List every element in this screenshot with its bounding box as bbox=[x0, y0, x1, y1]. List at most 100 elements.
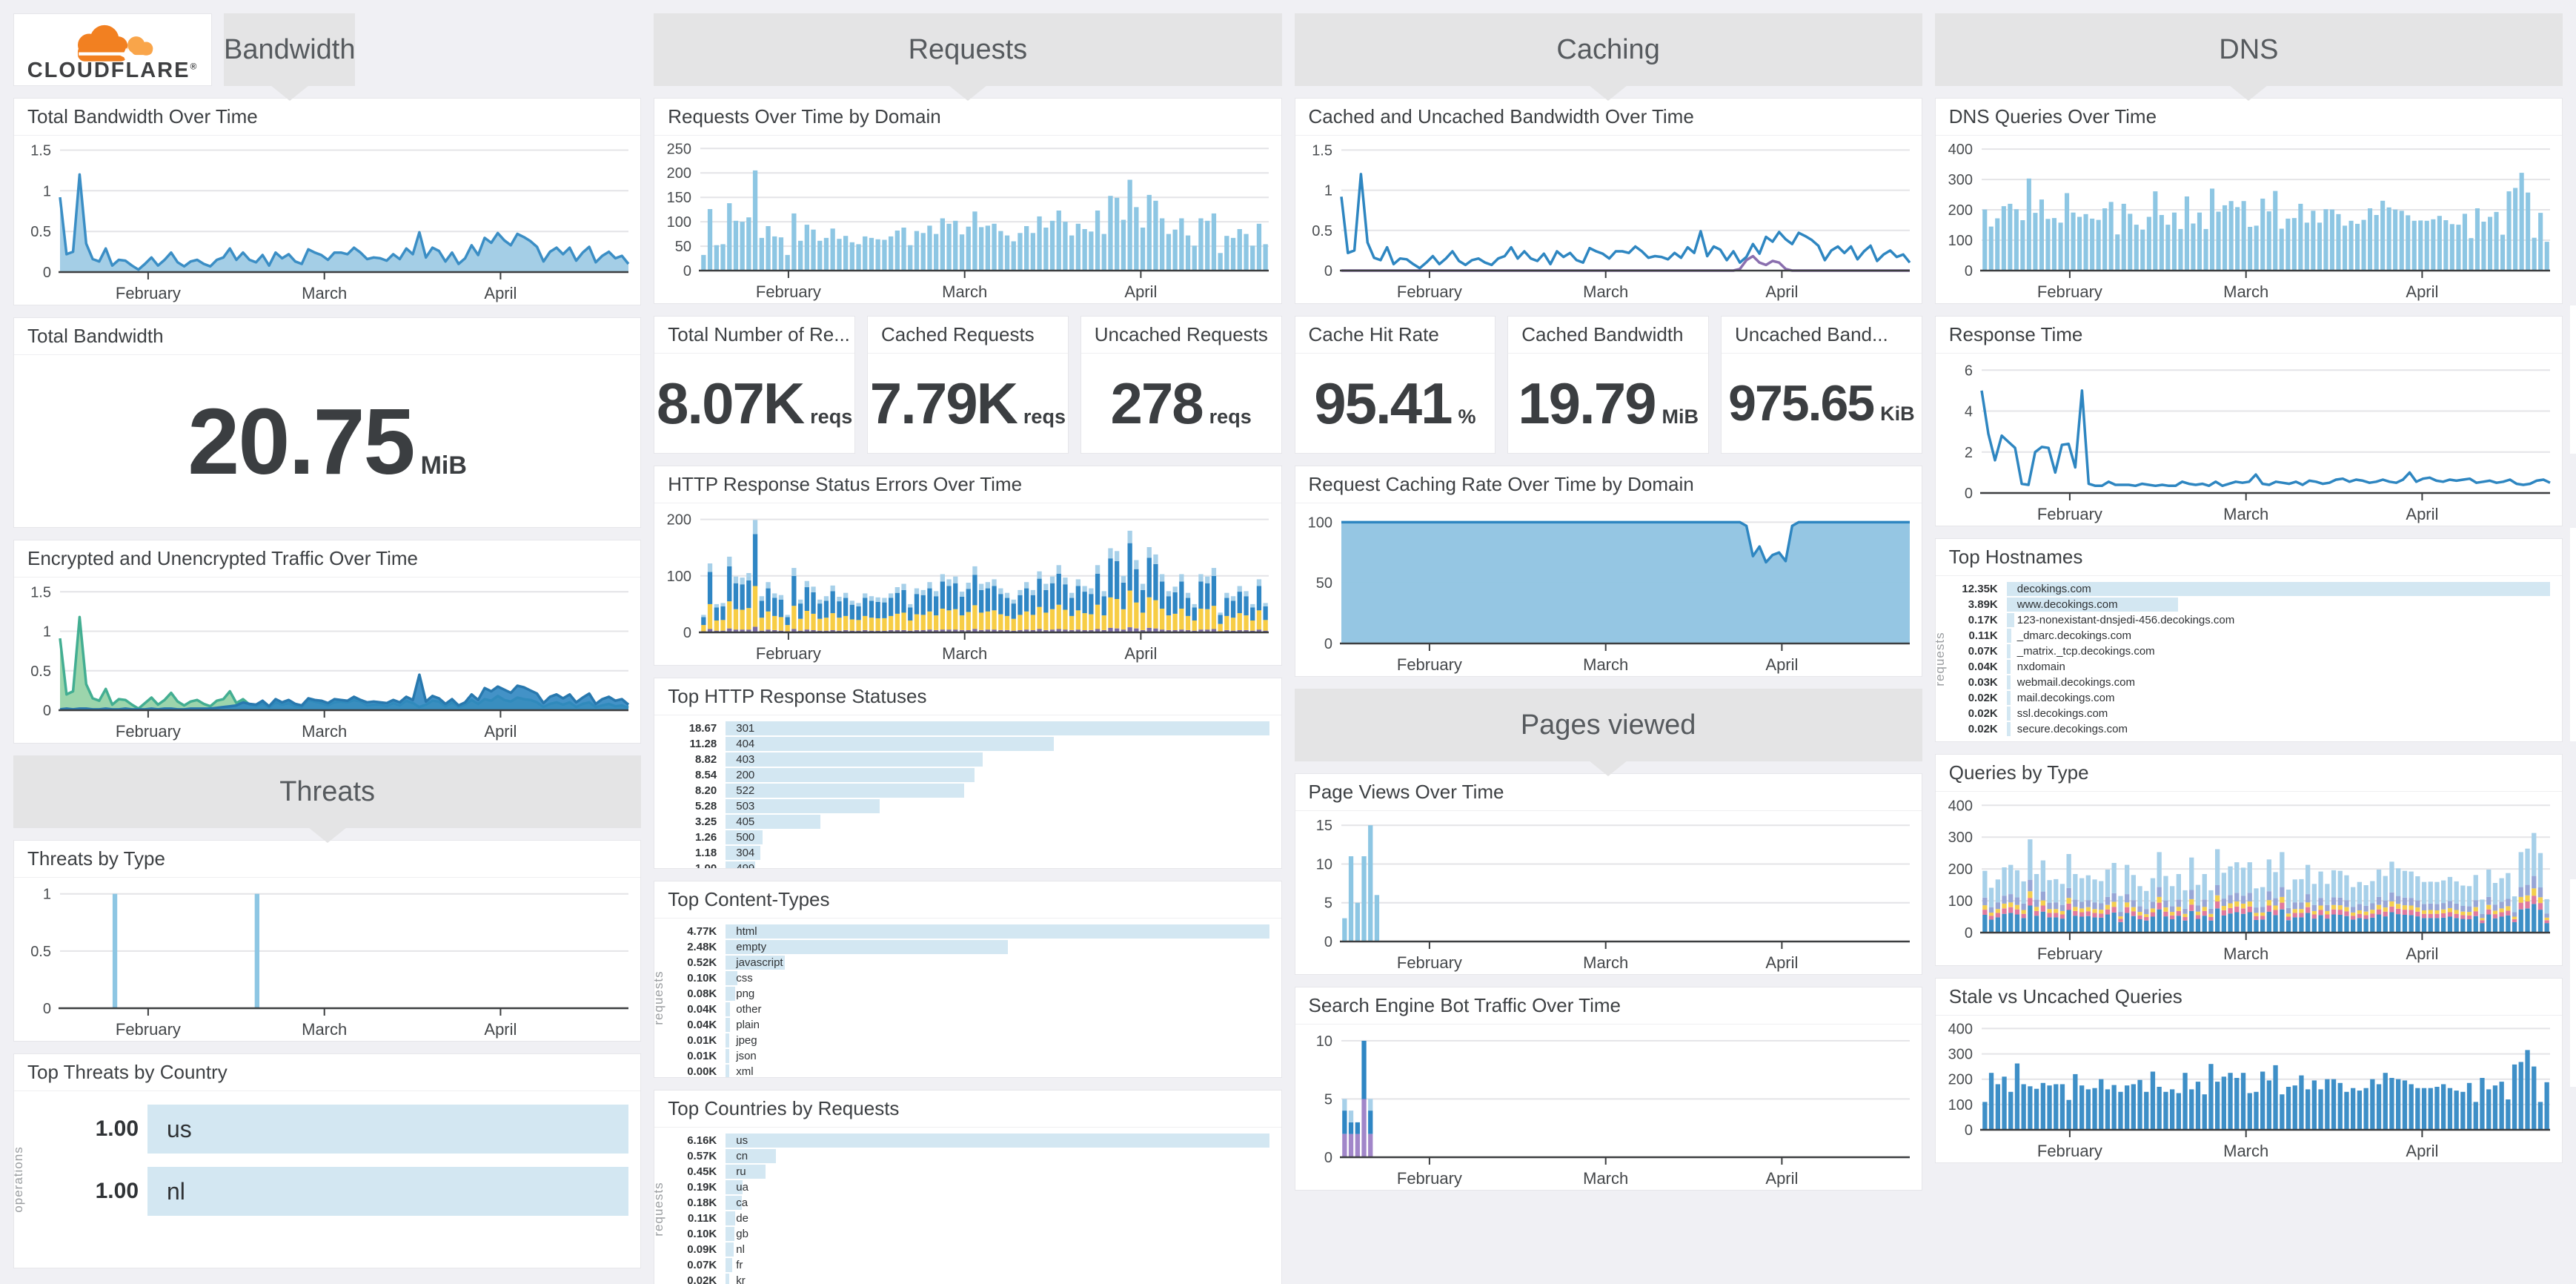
column-caching: Caching Cached and Uncached Bandwidth Ov… bbox=[1294, 13, 1922, 1271]
list-item-value: 0.09K bbox=[687, 1243, 717, 1256]
list-item-bar: _dmarc.decokings.com bbox=[2006, 629, 2550, 643]
panel-top-threats-by-country: Top Threats by Country operations 1.00 us… bbox=[13, 1053, 642, 1268]
requests-stat-cards: Total Number of Re... 8.07K reqs Cached R… bbox=[654, 316, 1282, 454]
list-item-label: cn bbox=[736, 1150, 748, 1162]
svg-text:March: March bbox=[302, 284, 347, 302]
y-axis-label: requests bbox=[654, 970, 666, 1025]
list-item-label: secure.decokings.com bbox=[2016, 723, 2128, 735]
list-item: 3.89K www.decokings.com bbox=[1943, 598, 2550, 612]
svg-text:March: March bbox=[1583, 655, 1628, 674]
list-item-bar: ru bbox=[726, 1165, 1269, 1179]
stat-card-cached-bandwidth: Cached Bandwidth 19.79 MiB bbox=[1507, 316, 1709, 454]
section-header-bandwidth[interactable]: Bandwidth bbox=[224, 13, 356, 86]
list-item: 1.26 500 bbox=[662, 830, 1269, 844]
svg-text:6: 6 bbox=[1965, 363, 1973, 379]
svg-text:April: April bbox=[1125, 644, 1158, 663]
list-item-bar: json bbox=[726, 1049, 1269, 1063]
list-item: 0.09K nl bbox=[662, 1242, 1269, 1257]
svg-text:April: April bbox=[1765, 655, 1798, 674]
list-item: 0.57K cn bbox=[662, 1149, 1269, 1163]
section-header-pages-viewed[interactable]: Pages viewed bbox=[1294, 689, 1922, 761]
list-item-label: 403 bbox=[736, 753, 755, 766]
svg-text:April: April bbox=[2406, 505, 2438, 523]
svg-text:April: April bbox=[484, 1020, 517, 1039]
panel-title: Requests Over Time by Domain bbox=[654, 99, 1281, 136]
list-item-value: 1.00 bbox=[95, 1116, 139, 1141]
list-item-bar: jpeg bbox=[726, 1033, 1269, 1048]
list-item: 1.00 us bbox=[36, 1105, 629, 1154]
stat-unit: reqs bbox=[810, 405, 853, 428]
list-item-bar: cn bbox=[726, 1149, 1269, 1163]
list-item-bar: png bbox=[726, 987, 1269, 1001]
svg-text:0: 0 bbox=[1324, 934, 1332, 950]
list-item: 18.67 301 bbox=[662, 721, 1269, 735]
svg-text:1.5: 1.5 bbox=[30, 143, 51, 159]
svg-text:0: 0 bbox=[43, 1001, 51, 1017]
list-item-label: _dmarc.decokings.com bbox=[2016, 629, 2131, 642]
section-header-requests[interactable]: Requests bbox=[654, 13, 1282, 86]
svg-text:0: 0 bbox=[683, 263, 691, 279]
list-item-value: 2.48K bbox=[687, 941, 717, 953]
panel-title: DNS Queries Over Time bbox=[1935, 99, 2562, 136]
svg-text:400: 400 bbox=[1948, 1021, 1972, 1037]
column-requests: Requests Requests Over Time by Domain 0 5… bbox=[654, 13, 1282, 1284]
list-item-label: css bbox=[736, 972, 753, 984]
requests-over-time-bar-chart: 0 50 100 150 200 250 February March April bbox=[654, 136, 1281, 303]
list-item-value: 0.10K bbox=[687, 972, 717, 984]
cloudflare-wordmark: CLOUDFLARE® bbox=[27, 58, 199, 82]
svg-text:February: February bbox=[756, 644, 821, 663]
list-item-value: 1.00 bbox=[95, 1179, 139, 1203]
section-header-threats[interactable]: Threats bbox=[13, 755, 642, 828]
status-rows: 18.67 301 11.28 404 8.82 403 8.54 200 8.20 522 5.2… bbox=[662, 721, 1269, 868]
list-item: 0.18K ca bbox=[662, 1196, 1269, 1210]
list-item-value: 0.52K bbox=[687, 956, 717, 969]
list-item-bar: 503 bbox=[726, 799, 1269, 813]
section-header-caching[interactable]: Caching bbox=[1294, 13, 1922, 86]
list-item-value: 3.89K bbox=[1968, 598, 1998, 611]
list-item-bar: other bbox=[726, 1002, 1269, 1016]
svg-text:March: March bbox=[302, 1020, 347, 1039]
panel-title: Response Time bbox=[1935, 317, 2562, 354]
svg-text:100: 100 bbox=[1948, 1097, 1972, 1113]
stat-value: 7.79K bbox=[869, 370, 1018, 436]
svg-text:0: 0 bbox=[1965, 486, 1973, 502]
list-item-value: 0.11K bbox=[688, 1212, 717, 1225]
offscreen-panel-sliver bbox=[2570, 879, 2576, 1087]
section-header-dns[interactable]: DNS bbox=[1934, 13, 2563, 86]
panel-total-bandwidth-over-time: Total Bandwidth Over Time 0 0.5 1 1.5 Februa… bbox=[13, 98, 642, 305]
list-item-bar: kr bbox=[726, 1274, 1269, 1284]
panel-page-views: Page Views Over Time 0 5 10 15 February March… bbox=[1294, 773, 1922, 975]
list-item-value: 0.19K bbox=[687, 1181, 717, 1194]
list-item: 0.02K kr bbox=[662, 1274, 1269, 1284]
offscreen-panel-sliver bbox=[2570, 305, 2576, 454]
svg-text:4: 4 bbox=[1965, 404, 1973, 420]
panel-title: Queries by Type bbox=[1935, 755, 2562, 792]
panel-requests-over-time: Requests Over Time by Domain 0 50 100 150 20… bbox=[654, 98, 1282, 304]
svg-text:250: 250 bbox=[667, 141, 691, 157]
stat-unit: % bbox=[1458, 405, 1476, 428]
list-item-label: ua bbox=[736, 1181, 748, 1194]
list-item-bar: nl bbox=[147, 1167, 629, 1216]
svg-text:March: March bbox=[2223, 505, 2268, 523]
panel-top-http-statuses: Top HTTP Response Statuses 18.67 301 11.28… bbox=[654, 678, 1282, 869]
svg-text:February: February bbox=[2037, 944, 2102, 963]
list-item-label: 503 bbox=[736, 800, 755, 813]
stat-card-cached-requests: Cached Requests 7.79K reqs bbox=[867, 316, 1069, 454]
list-item-label: 301 bbox=[736, 722, 755, 735]
list-item: 6.16K us bbox=[662, 1134, 1269, 1148]
stat-unit: KiB bbox=[1880, 403, 1915, 425]
stat-value: 20.75 bbox=[187, 388, 415, 494]
y-axis-label: operations bbox=[13, 1146, 25, 1213]
list-item-label: javascript bbox=[736, 956, 783, 969]
stat-value: 95.41 bbox=[1314, 370, 1453, 436]
top-content-types-list: requests 4.77K html 2.48K empty 0.52K javascr… bbox=[654, 919, 1281, 1077]
list-item: 3.25 405 bbox=[662, 815, 1269, 829]
svg-text:0: 0 bbox=[1965, 263, 1973, 279]
list-item-value: 0.11K bbox=[1968, 629, 1998, 642]
svg-text:February: February bbox=[1396, 953, 1461, 972]
list-item-value: 0.17K bbox=[1968, 614, 1998, 626]
cached-uncached-line-chart: 0 0.5 1 1.5 February March April bbox=[1295, 136, 1922, 303]
list-item: 0.19K ua bbox=[662, 1180, 1269, 1194]
svg-text:10: 10 bbox=[1315, 857, 1332, 873]
list-item: 0.52K javascript bbox=[662, 956, 1269, 970]
